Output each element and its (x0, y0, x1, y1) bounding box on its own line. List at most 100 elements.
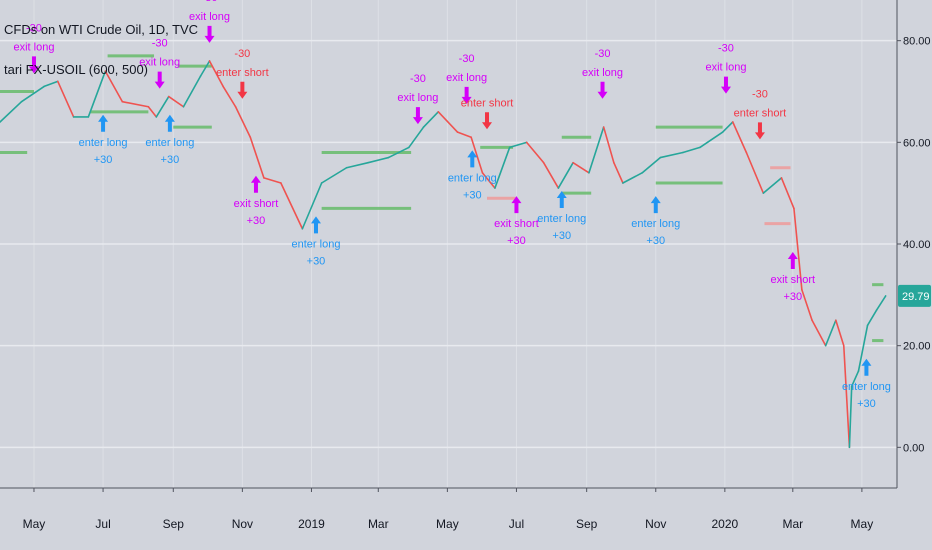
signal-label: enter short (461, 97, 514, 109)
price-segment-up (0, 100, 23, 123)
price-segment-down (793, 207, 803, 291)
x-tick-label: Mar (368, 517, 389, 531)
y-tick-label: 0.00 (903, 442, 924, 454)
price-segment-up (588, 126, 605, 174)
signal-label: enter long (842, 381, 891, 393)
price-segment-up (367, 156, 390, 164)
x-tick-label: May (23, 517, 46, 531)
price-segment-up (866, 309, 878, 327)
signal-label: exit short (234, 198, 279, 210)
signal-value-label: +30 (646, 235, 665, 247)
signal-label: enter long (631, 218, 680, 230)
price-segment-up (387, 146, 410, 159)
price-segment-down (222, 85, 237, 108)
price-segment-down (572, 161, 590, 174)
price-segment-up (682, 146, 701, 154)
price-segment-up (43, 80, 59, 88)
signal-value-label: +30 (247, 215, 266, 227)
price-segment-down (801, 288, 813, 322)
signal-value-label: +30 (307, 255, 326, 267)
price-segment-down (437, 111, 459, 133)
exit-long-arrow-icon (461, 86, 472, 104)
price-segment-up (857, 324, 869, 372)
enter-short-arrow-icon (482, 112, 493, 130)
x-tick-label: Jul (95, 517, 110, 531)
indicator-title: tari FX-USOIL (600, 500) (4, 62, 149, 77)
signal-value-label: -30 (202, 0, 218, 4)
price-segment-down (121, 100, 150, 108)
price-segment-up (494, 146, 511, 189)
last-price-badge (898, 284, 931, 307)
signal-label: exit long (446, 72, 487, 84)
price-scale[interactable] (898, 0, 932, 550)
signal-value-label: -30 (234, 48, 250, 60)
y-tick-label: 20.00 (903, 341, 931, 353)
signal-label: exit long (13, 41, 54, 53)
signal-value-label: +30 (552, 230, 571, 242)
price-segment-down (263, 177, 282, 184)
price-segment-down (835, 319, 845, 347)
x-tick-label: Nov (645, 517, 666, 531)
exit-long-arrow-icon (720, 76, 731, 94)
price-segment-up (320, 166, 348, 184)
enter-long-arrow-icon (650, 196, 661, 214)
price-segment-down (731, 121, 748, 154)
price-segment-up (408, 126, 425, 149)
price-segment-down (745, 151, 765, 194)
price-segment-down (811, 319, 827, 347)
signal-value-label: +30 (507, 235, 526, 247)
price-segment-up (508, 141, 528, 149)
price-segment-up (659, 151, 684, 159)
price-segment-up (848, 385, 853, 449)
time-scale[interactable] (0, 489, 897, 550)
price-segment-down (167, 95, 185, 108)
price-segment-down (470, 136, 484, 174)
price-segment-down (234, 105, 252, 139)
price-segment-up (345, 161, 369, 169)
price-segment-down (56, 80, 75, 118)
exit-long-arrow-icon (597, 81, 608, 99)
signal-value-label: +30 (463, 189, 482, 201)
signal-label: exit long (189, 11, 230, 23)
signal-value-label: -30 (595, 48, 611, 60)
x-tick-label: Nov (232, 517, 253, 531)
signal-label: enter long (292, 238, 341, 250)
price-segment-up (721, 121, 734, 133)
signal-label: enter short (734, 107, 787, 119)
signal-value-label: -30 (752, 88, 768, 100)
exit-long-arrow-icon (204, 25, 215, 43)
signal-value-label: +30 (857, 398, 876, 410)
exit-long-arrow-icon (28, 56, 39, 74)
signal-value-label: -30 (410, 73, 426, 85)
enter-long-arrow-icon (861, 358, 872, 376)
x-tick-label: Sep (576, 517, 598, 531)
price-segment-up (87, 70, 107, 118)
signal-label: enter long (145, 137, 194, 149)
price-segment-down (147, 105, 158, 118)
exit-short-arrow-icon (250, 175, 261, 193)
price-segment-down (481, 172, 496, 189)
signal-value-label: -30 (459, 53, 475, 65)
price-segment-down (842, 344, 851, 449)
price-segment-up (199, 60, 211, 78)
y-tick-label: 40.00 (903, 239, 931, 251)
signal-value-label: +30 (161, 154, 180, 166)
price-segment-up (301, 182, 323, 230)
price-segment-up (762, 177, 783, 194)
enter-short-arrow-icon (237, 81, 248, 99)
x-tick-label: May (851, 517, 874, 531)
enter-long-arrow-icon (164, 114, 175, 132)
signal-value-label: +30 (94, 154, 113, 166)
price-segment-down (780, 177, 795, 210)
x-tick-label: 2019 (298, 517, 325, 531)
enter-long-arrow-icon (467, 150, 478, 168)
exit-short-arrow-icon (787, 252, 798, 269)
signal-value-label: -30 (152, 38, 168, 50)
price-segment-down (613, 161, 624, 184)
signal-value-label: -30 (718, 43, 734, 55)
price-segment-up (824, 319, 837, 347)
signal-value-label: -30 (26, 22, 42, 34)
price-segment-up (699, 131, 724, 149)
